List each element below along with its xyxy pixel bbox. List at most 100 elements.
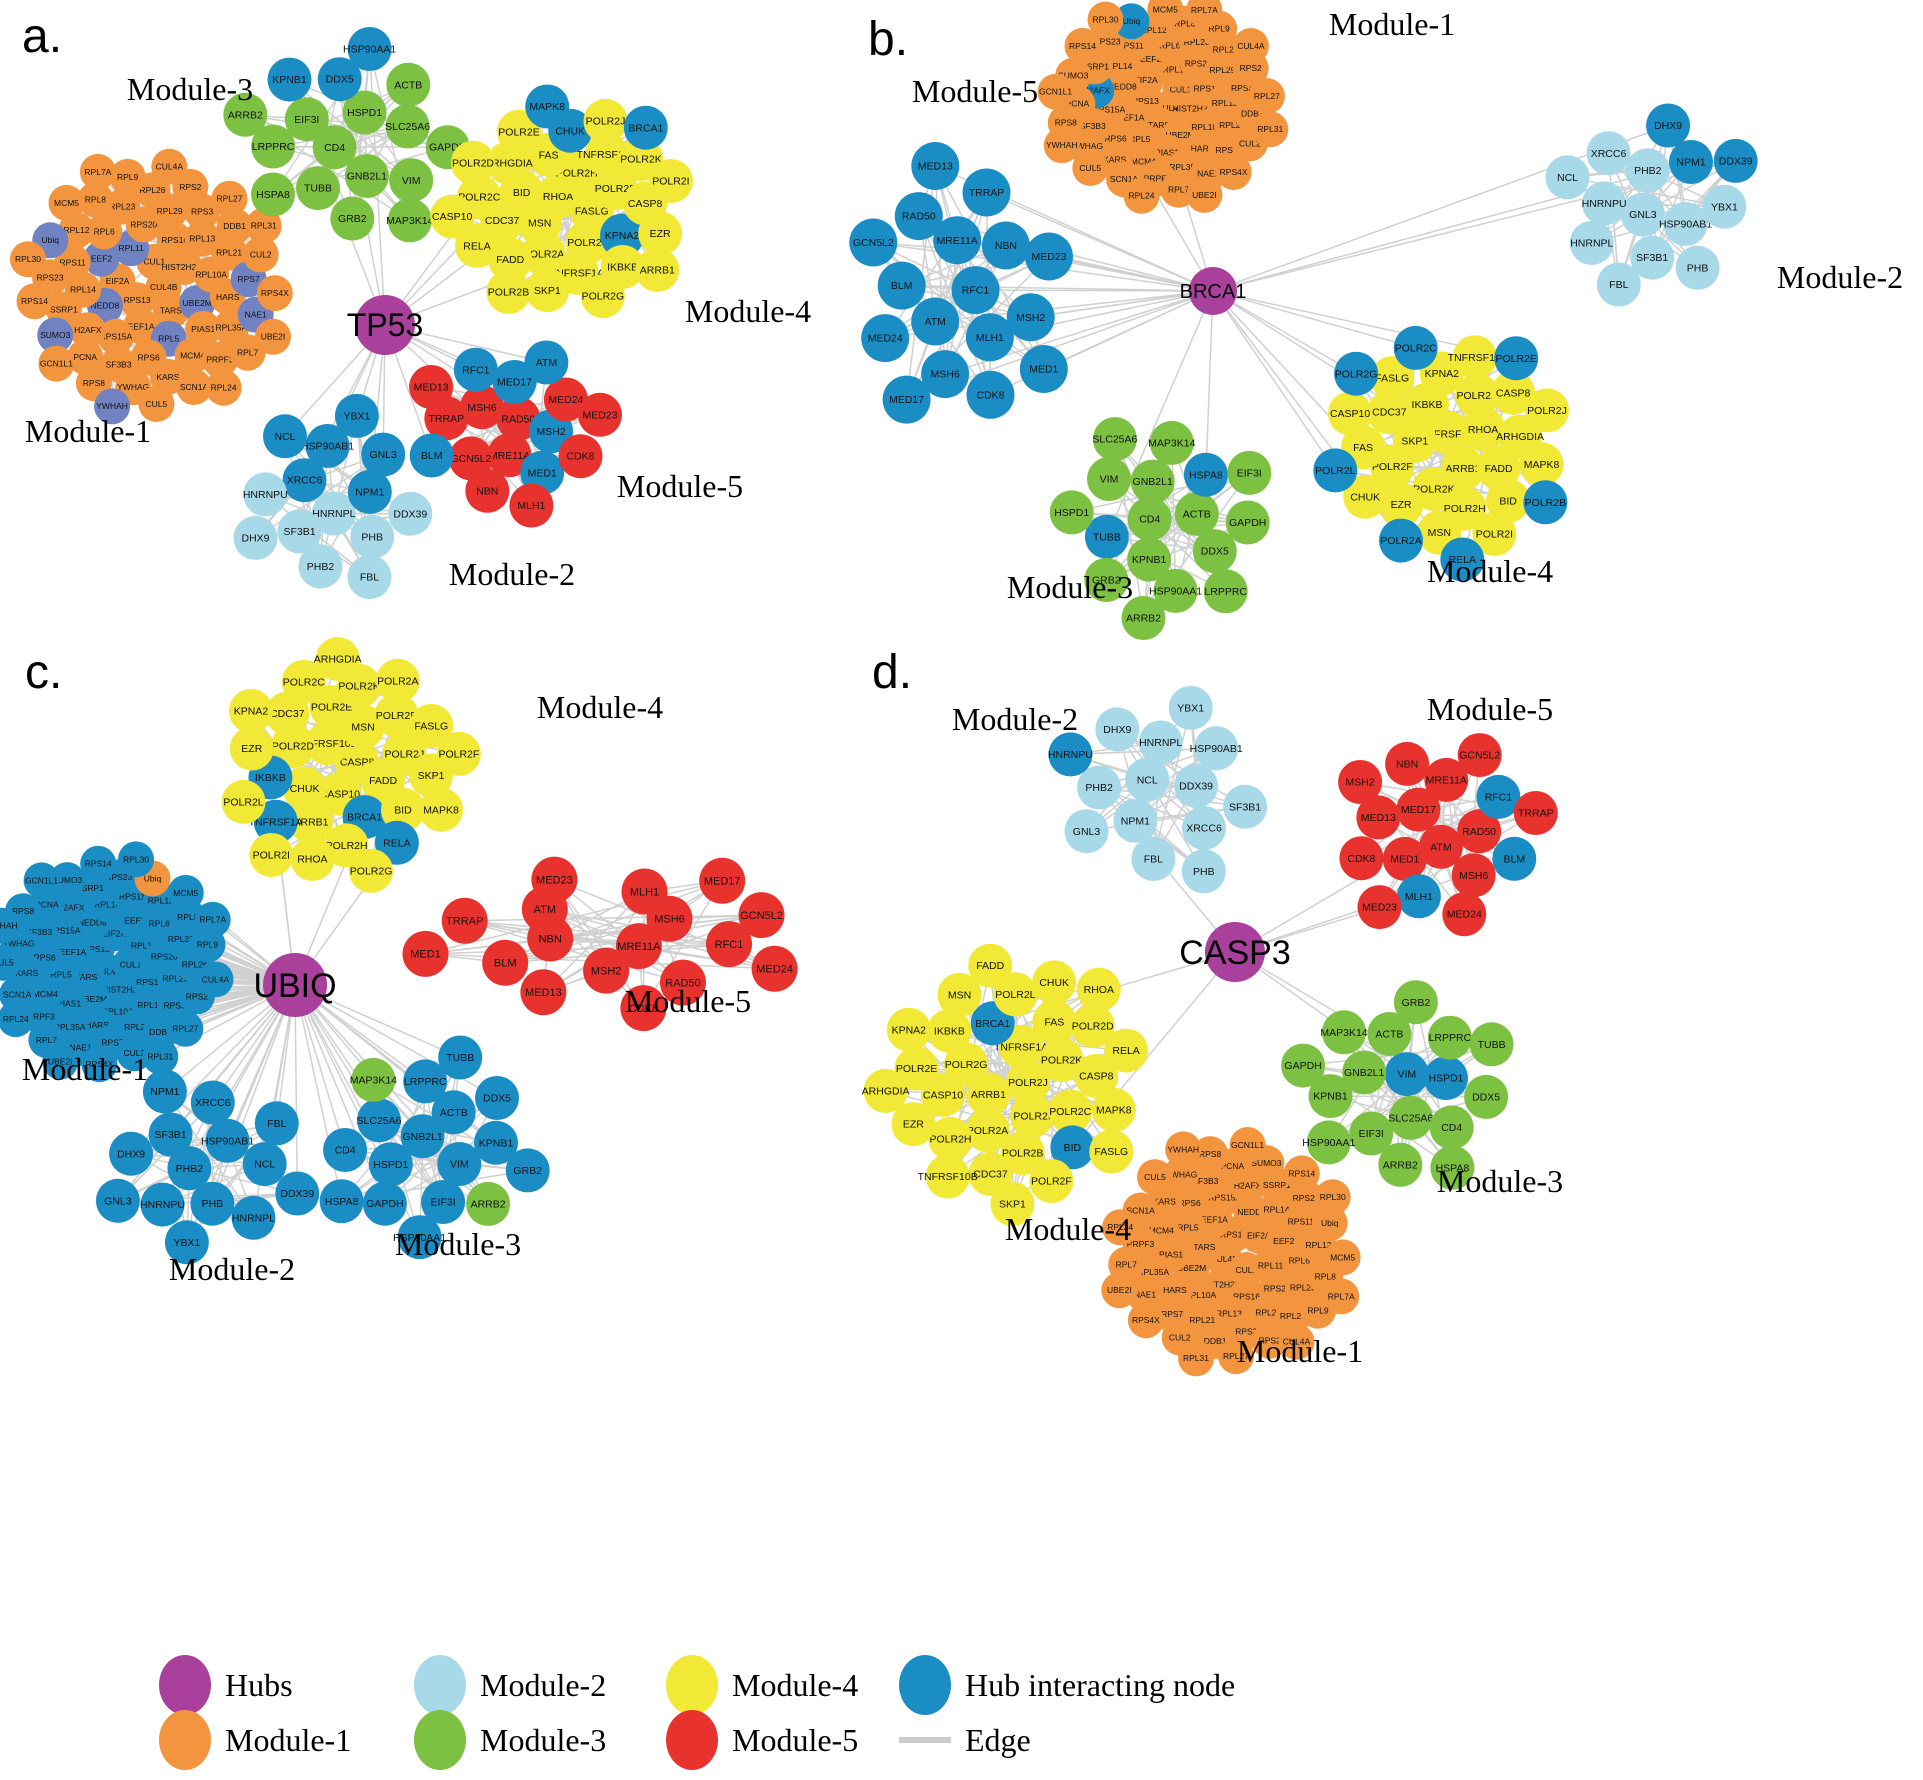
- node-FAS[interactable]: FAS: [1032, 1000, 1076, 1044]
- node-POLR2E[interactable]: POLR2E: [1494, 336, 1538, 380]
- node-HSPA8[interactable]: HSPA8: [251, 173, 295, 217]
- node-GCN1L1[interactable]: GCN1L1: [1230, 1127, 1266, 1163]
- node-PHB2[interactable]: PHB2: [1626, 148, 1670, 192]
- node-RPS14[interactable]: RPS14: [80, 846, 116, 882]
- node-TRRAP[interactable]: TRRAP: [1514, 791, 1558, 835]
- node-EIF3I[interactable]: EIF3I: [1227, 451, 1271, 495]
- node-UBE2I[interactable]: UBE2I: [1101, 1272, 1137, 1308]
- node-DDX5[interactable]: DDX5: [475, 1076, 519, 1120]
- node-CUL4A[interactable]: CUL4A: [198, 961, 234, 997]
- node-HNRNPL[interactable]: HNRNPL: [232, 1196, 276, 1240]
- node-MED23[interactable]: MED23: [1025, 233, 1073, 281]
- node-RPL24[interactable]: RPL24: [1124, 178, 1160, 214]
- node-CDK8[interactable]: CDK8: [967, 371, 1015, 419]
- node-KPNA2[interactable]: KPNA2: [887, 1008, 931, 1052]
- node-RPL30[interactable]: RPL30: [10, 241, 46, 277]
- node-UBE2I[interactable]: UBE2I: [1186, 177, 1222, 213]
- node-PHB[interactable]: PHB: [190, 1182, 234, 1226]
- node-CDK8[interactable]: CDK8: [1339, 836, 1383, 880]
- node-POLR2I[interactable]: POLR2I: [649, 159, 693, 203]
- node-MED24[interactable]: MED24: [1442, 892, 1486, 936]
- node-MCM5[interactable]: MCM5: [168, 875, 204, 911]
- node-GAPDH[interactable]: GAPDH: [1281, 1044, 1325, 1088]
- node-POLR2J[interactable]: POLR2J: [584, 99, 628, 143]
- node-DDX39[interactable]: DDX39: [1174, 764, 1218, 808]
- node-XRCC6[interactable]: XRCC6: [191, 1081, 235, 1125]
- node-POLR2G[interactable]: POLR2G: [581, 274, 625, 318]
- node-HNRNPL[interactable]: HNRNPL: [1139, 721, 1183, 765]
- node-RPS4X[interactable]: RPS4X: [1216, 154, 1252, 190]
- node-GAPDH[interactable]: GAPDH: [363, 1182, 407, 1226]
- node-CUL4A[interactable]: CUL4A: [151, 149, 187, 185]
- node-MAP3K14[interactable]: MAP3K14: [386, 198, 433, 242]
- node-GAPDH[interactable]: GAPDH: [1226, 501, 1270, 545]
- node-POLR2I[interactable]: POLR2I: [249, 833, 293, 877]
- node-POLR2L[interactable]: POLR2L: [1313, 448, 1357, 492]
- node-KPNB1[interactable]: KPNB1: [268, 58, 312, 102]
- node-LRPPRC[interactable]: LRPPRC: [1428, 1016, 1472, 1060]
- node-RPL27[interactable]: RPL27: [212, 181, 248, 217]
- node-RPL7A[interactable]: RPL7A: [1323, 1278, 1359, 1314]
- node-MED13[interactable]: MED13: [911, 142, 959, 190]
- node-RPS14[interactable]: RPS14: [1284, 1155, 1320, 1191]
- node-HNRNPL[interactable]: HNRNPL: [1570, 221, 1614, 265]
- node-MSH2[interactable]: MSH2: [1007, 293, 1055, 341]
- node-RPL30[interactable]: RPL30: [1315, 1179, 1351, 1215]
- node-CD4[interactable]: CD4: [1430, 1105, 1474, 1149]
- node-GRB2[interactable]: GRB2: [330, 197, 374, 241]
- node-GCN5L2[interactable]: GCN5L2: [849, 219, 897, 267]
- node-RPL31[interactable]: RPL31: [1252, 111, 1288, 147]
- node-FBL[interactable]: FBL: [255, 1101, 299, 1145]
- node-GCN5L2[interactable]: GCN5L2: [739, 892, 785, 938]
- node-CDK8[interactable]: CDK8: [559, 434, 603, 478]
- node-RPL7A[interactable]: RPL7A: [80, 154, 116, 190]
- node-BLM[interactable]: BLM: [1492, 837, 1536, 881]
- node-ACTB[interactable]: ACTB: [1175, 492, 1219, 536]
- node-ATM[interactable]: ATM: [911, 298, 959, 346]
- node-PHB2[interactable]: PHB2: [299, 545, 343, 589]
- node-MCM5[interactable]: MCM5: [49, 185, 85, 221]
- node-NPM1[interactable]: NPM1: [1669, 140, 1713, 184]
- node-CASP10[interactable]: CASP10: [430, 195, 474, 239]
- node-TUBB[interactable]: TUBB: [438, 1036, 482, 1080]
- node-POLR2C[interactable]: POLR2C: [1394, 326, 1438, 370]
- node-POLR2F[interactable]: POLR2F: [437, 732, 481, 776]
- node-SLC25A6[interactable]: SLC25A6: [1388, 1096, 1433, 1140]
- node-MLH1[interactable]: MLH1: [509, 484, 553, 528]
- node-RHOA[interactable]: RHOA: [1077, 968, 1121, 1012]
- node-MED23[interactable]: MED23: [578, 393, 622, 437]
- node-FBL[interactable]: FBL: [1597, 263, 1641, 307]
- node-GNL3[interactable]: GNL3: [96, 1179, 140, 1223]
- node-DHX9[interactable]: DHX9: [234, 516, 278, 560]
- node-XRCC6[interactable]: XRCC6: [1587, 131, 1631, 175]
- node-YWHAH[interactable]: YWHAH: [1165, 1131, 1201, 1167]
- node-MED17[interactable]: MED17: [883, 376, 931, 424]
- node-RPL27[interactable]: RPL27: [167, 1011, 203, 1047]
- node-RPL31[interactable]: RPL31: [1178, 1340, 1214, 1376]
- node-POLR2B[interactable]: POLR2B: [487, 270, 531, 314]
- node-RFC1[interactable]: RFC1: [1476, 775, 1520, 819]
- node-RFC1[interactable]: RFC1: [952, 266, 1000, 314]
- node-NBN[interactable]: NBN: [465, 469, 509, 513]
- node-DDX39[interactable]: DDX39: [388, 492, 432, 536]
- node-POLR2G[interactable]: POLR2G: [349, 849, 393, 893]
- node-GNL3[interactable]: GNL3: [361, 433, 405, 477]
- node-GNL3[interactable]: GNL3: [1065, 809, 1109, 853]
- node-DDX5[interactable]: DDX5: [1464, 1075, 1508, 1119]
- node-DDX39[interactable]: DDX39: [1714, 139, 1758, 183]
- node-VIM[interactable]: VIM: [389, 158, 433, 202]
- node-POLR2L[interactable]: POLR2L: [222, 780, 266, 824]
- node-BLM[interactable]: BLM: [878, 262, 926, 310]
- node-EZR[interactable]: EZR: [230, 727, 274, 771]
- node-RPL7A[interactable]: RPL7A: [195, 902, 231, 938]
- node-POLR2D[interactable]: POLR2D: [451, 141, 495, 185]
- node-DHX9[interactable]: DHX9: [1646, 104, 1690, 148]
- node-MED24[interactable]: MED24: [861, 314, 909, 362]
- node-GRB2[interactable]: GRB2: [1394, 980, 1438, 1024]
- node-PHB[interactable]: PHB: [1676, 246, 1720, 290]
- node-POLR2A[interactable]: POLR2A: [376, 659, 420, 703]
- node-RPL30[interactable]: RPL30: [1088, 2, 1124, 38]
- node-MED13[interactable]: MED13: [409, 365, 453, 409]
- node-NCL[interactable]: NCL: [243, 1142, 287, 1186]
- node-HSPA8[interactable]: HSPA8: [320, 1179, 364, 1223]
